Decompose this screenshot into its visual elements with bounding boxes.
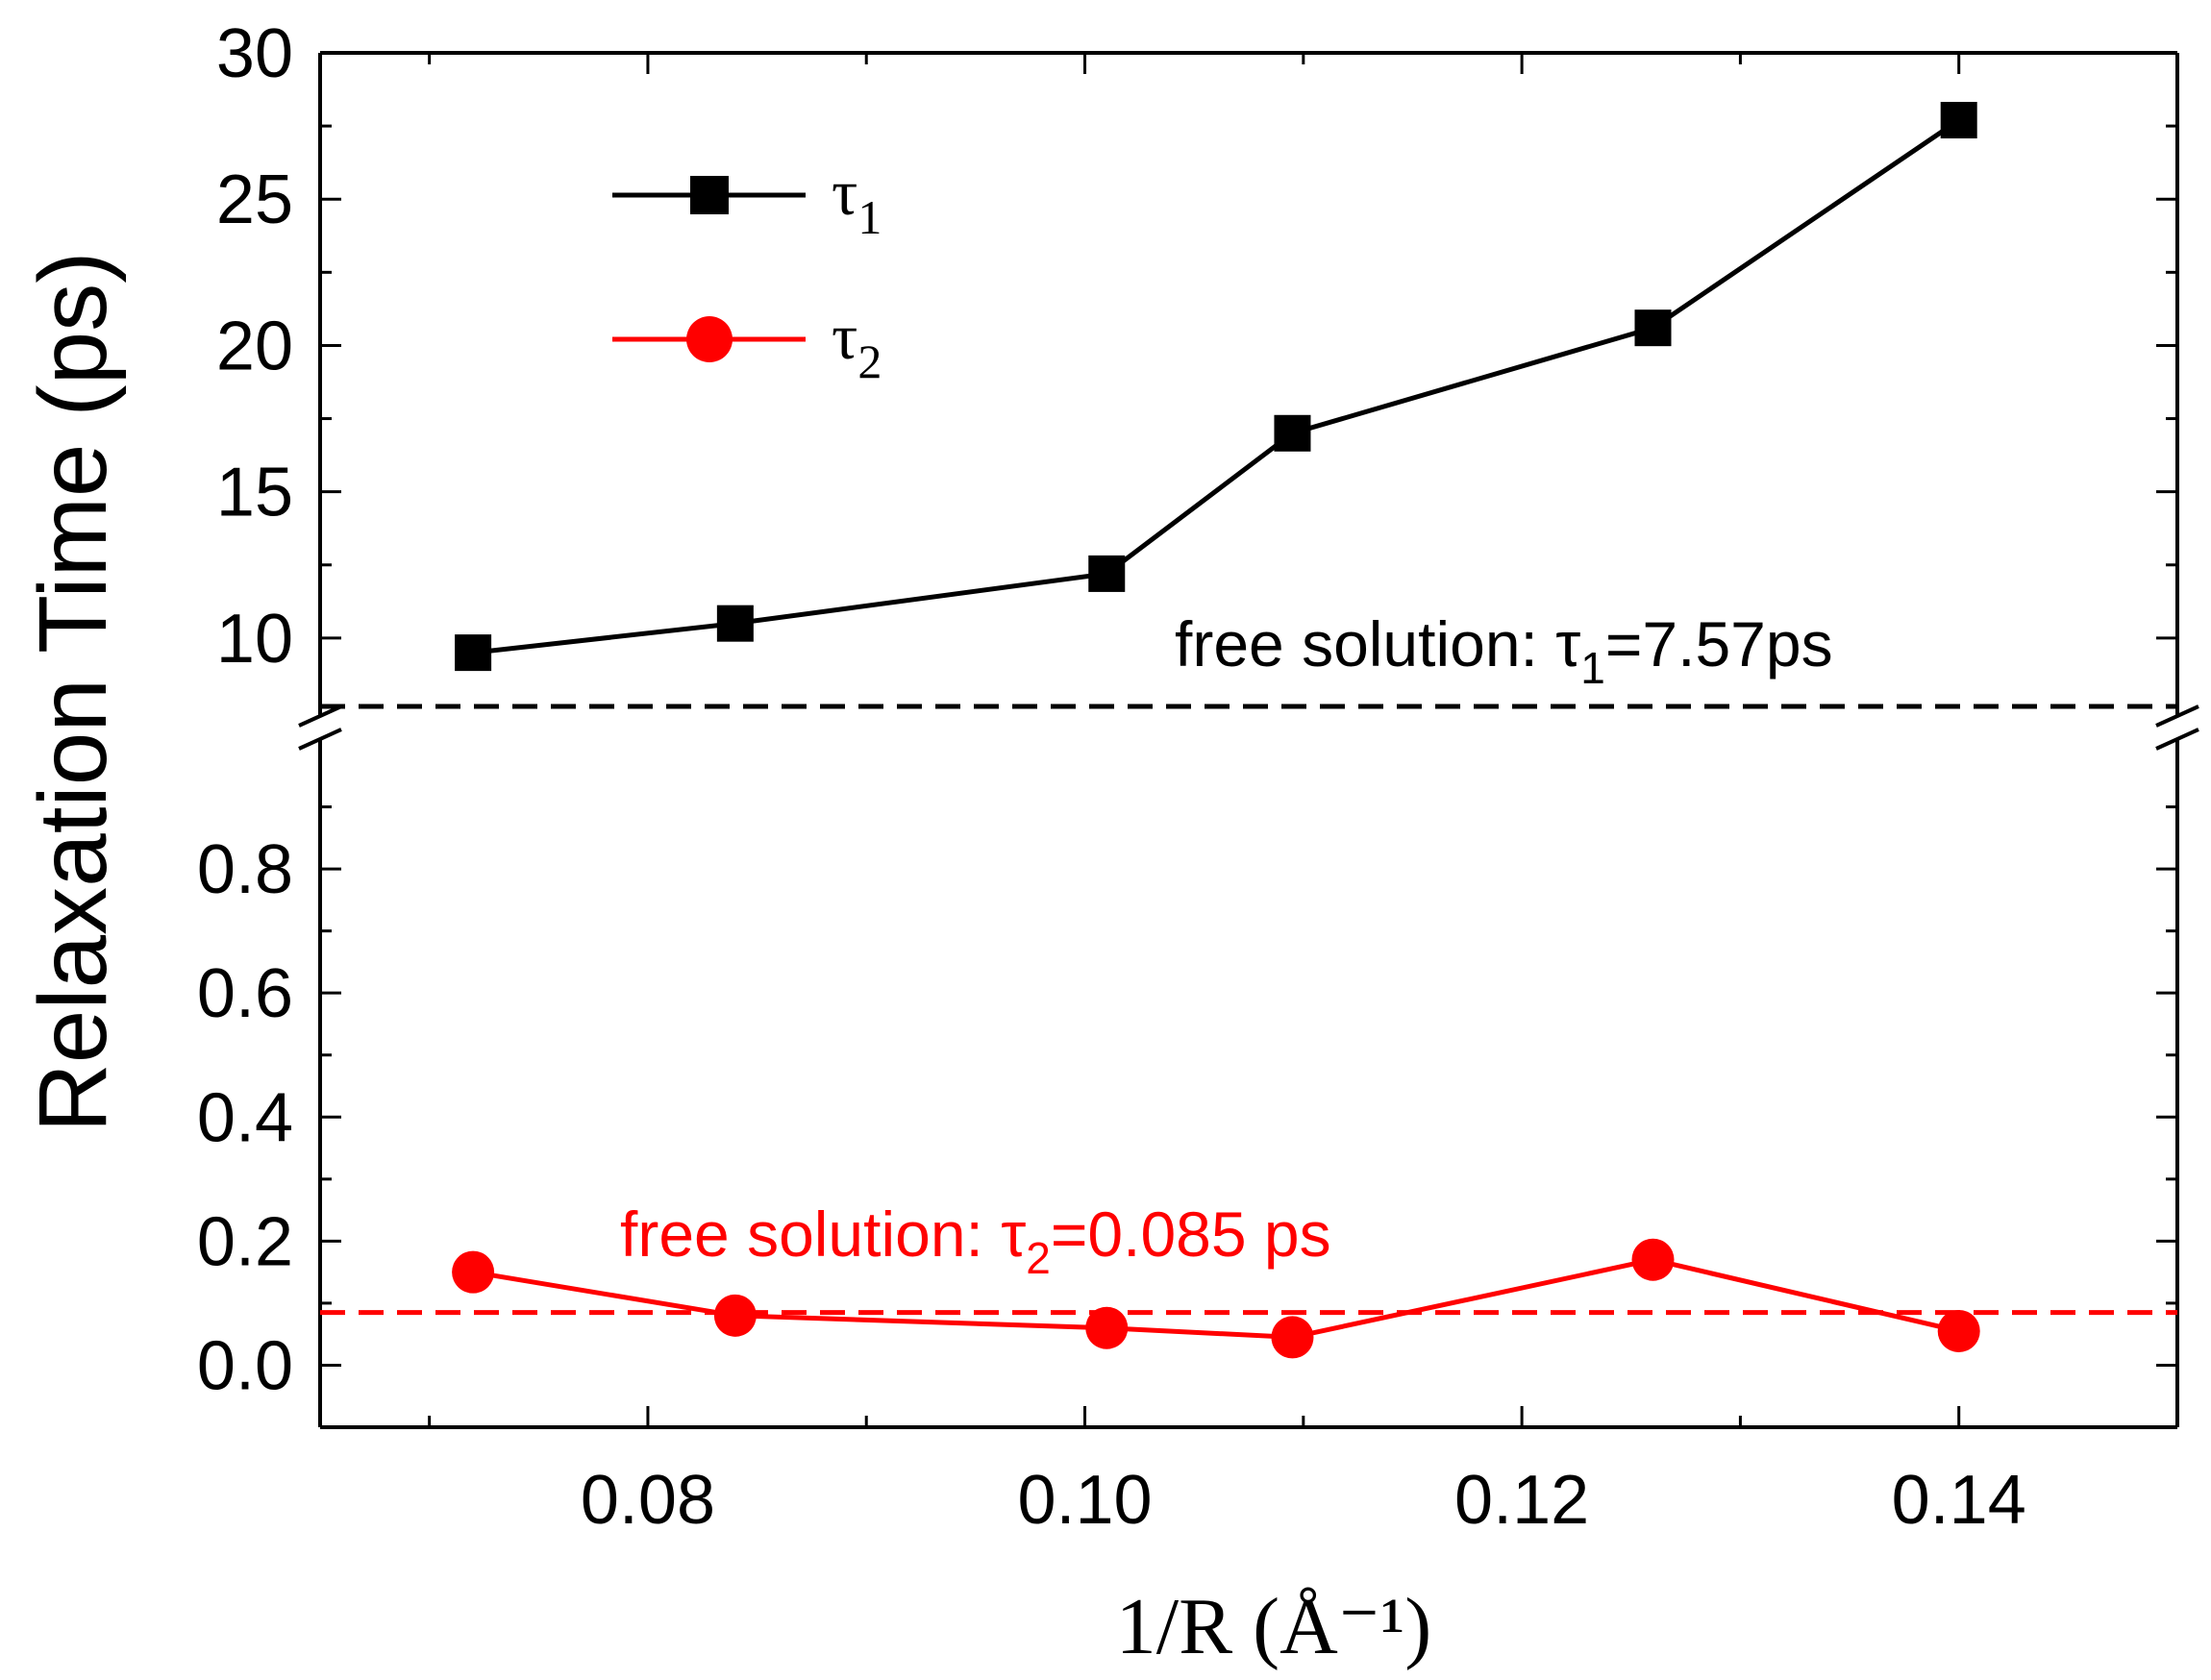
data-point-τ2 (452, 1250, 495, 1294)
axis-break-mark-right (2155, 704, 2199, 728)
axis-ticks (320, 51, 2177, 1427)
lower-y-tick-label: 0.4 (197, 1079, 293, 1156)
lower-y-tick-label: 0.0 (197, 1327, 293, 1404)
reference-label-suffix: =7.57ps (1605, 608, 1833, 679)
upper-y-tick-label: 10 (216, 601, 293, 678)
data-point-τ1 (455, 634, 492, 672)
legend-subscript: 1 (857, 190, 882, 244)
upper-y-tick-label: 15 (216, 455, 293, 531)
upper-y-tick-label: 30 (216, 15, 293, 92)
data-point-τ2 (1937, 1309, 1980, 1352)
data-point-τ1 (1940, 102, 1977, 139)
data-point-τ2 (1085, 1306, 1129, 1349)
lower-y-tick-label: 0.6 (197, 955, 293, 1032)
x-tick-label: 0.08 (581, 1462, 715, 1539)
lower-y-tick-label: 0.8 (197, 831, 293, 908)
series-line-τ2 (472, 1257, 1960, 1340)
legend-subscript: 2 (857, 334, 882, 388)
data-point-τ2 (713, 1294, 757, 1337)
axis-break-mark-left (298, 704, 342, 728)
y-axis-label: Relaxation Time (ps) (19, 252, 127, 1133)
legend-marker-τ2 (686, 316, 733, 362)
reference-label-subscript: 2 (1026, 1233, 1051, 1283)
reference-label-1: free solution: τ1=7.57ps (1175, 608, 1833, 693)
data-point-τ1 (716, 605, 754, 642)
axis-break-mark-right (2155, 728, 2199, 751)
legend-label-τ1: τ1 (832, 156, 882, 244)
tick-labels: 0.08 0.10 0.12 0.14 10 15 20 25 30 0.0 0.2 0.4 0.6 0.… (197, 15, 2026, 1539)
data-point-τ2 (1631, 1238, 1675, 1281)
data-point-τ1 (1274, 414, 1311, 452)
x-axis-label: 1/R (Å⁻¹) (1116, 1582, 1432, 1671)
series-line-τ1 (472, 117, 1961, 655)
data-point-τ2 (1271, 1316, 1314, 1359)
reference-label-suffix: =0.085 ps (1051, 1198, 1331, 1270)
reference-label-prefix: free solution: τ (620, 1198, 1026, 1270)
plot-frame (298, 51, 2199, 1429)
x-tick-label: 0.14 (1892, 1462, 2026, 1539)
x-tick-label: 0.10 (1017, 1462, 1152, 1539)
data-point-τ1 (1634, 309, 1672, 347)
upper-y-tick-label: 25 (216, 161, 293, 238)
legend-marker-τ1 (690, 176, 729, 214)
reference-label-prefix: free solution: τ (1175, 608, 1580, 679)
legend-label-τ2: τ2 (832, 300, 882, 388)
data-point-τ1 (1088, 555, 1126, 592)
upper-y-tick-label: 20 (216, 308, 293, 384)
axis-break-mark-left (298, 728, 342, 751)
reference-label-subscript: 1 (1580, 643, 1605, 693)
legend-symbol: τ (832, 156, 857, 229)
lower-y-tick-label: 0.2 (197, 1203, 293, 1280)
x-tick-label: 0.12 (1454, 1462, 1589, 1539)
data-series (452, 102, 1980, 1359)
reference-label-2: free solution: τ2=0.085 ps (620, 1198, 1331, 1283)
legend-symbol: τ (832, 300, 857, 373)
